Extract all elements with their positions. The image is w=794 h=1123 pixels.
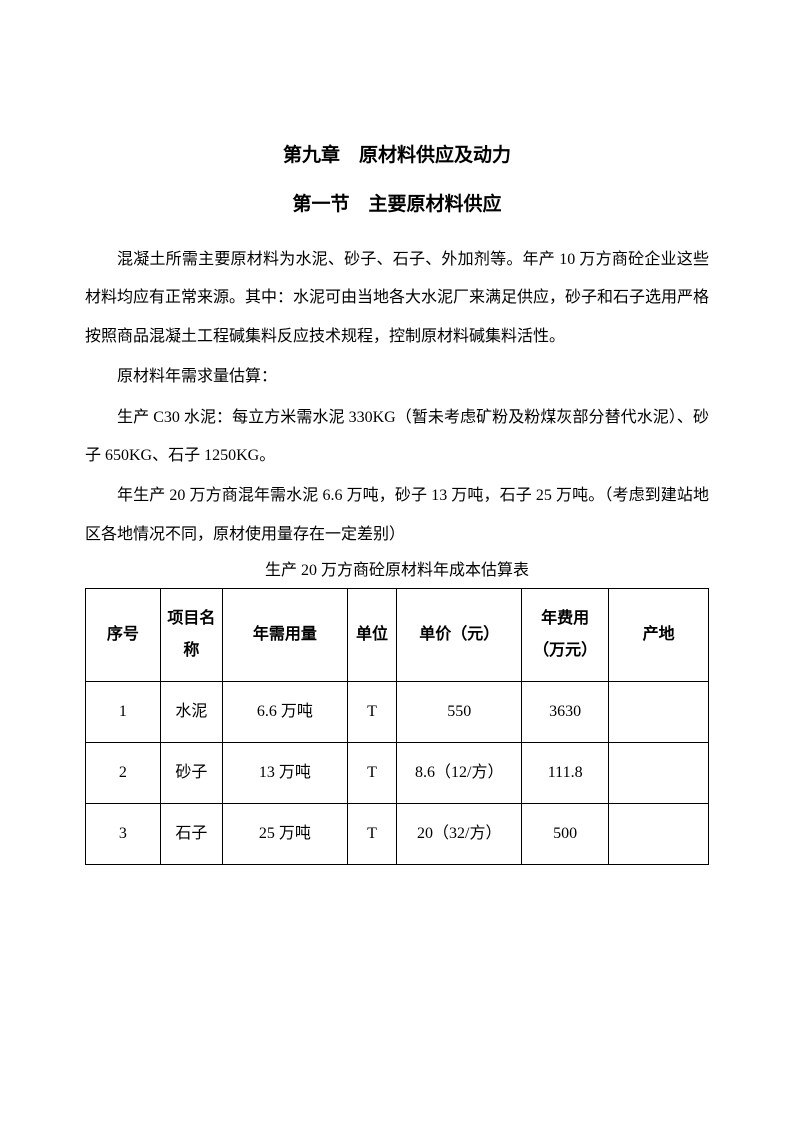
cell-amount: 13 万吨 [223,743,348,804]
cell-cost: 3630 [522,682,609,743]
cell-name: 石子 [160,804,222,865]
cell-price: 8.6（12/方） [397,743,522,804]
section-title: 第一节 主要原材料供应 [85,189,709,216]
table-row: 1 水泥 6.6 万吨 T 550 3630 [86,682,709,743]
header-name: 项目名称 [160,589,222,682]
cell-origin [609,682,709,743]
chapter-title: 第九章 原材料供应及动力 [85,140,709,167]
cell-unit: T [347,682,397,743]
cell-unit: T [347,804,397,865]
header-seq: 序号 [86,589,161,682]
cell-cost: 500 [522,804,609,865]
cell-cost: 111.8 [522,743,609,804]
header-amount: 年需用量 [223,589,348,682]
paragraph-1: 混凝土所需主要原材料为水泥、砂子、石子、外加剂等。年产 10 万方商砼企业这些材… [85,241,709,356]
paragraph-2: 原材料年需求量估算： [85,358,709,396]
paragraph-4: 年生产 20 万方商混年需水泥 6.6 万吨，砂子 13 万吨，石子 25 万吨… [85,477,709,554]
cell-seq: 3 [86,804,161,865]
paragraph-3: 生产 C30 水泥：每立方米需水泥 330KG（暂未考虑矿粉及粉煤灰部分替代水泥… [85,399,709,476]
cell-name: 水泥 [160,682,222,743]
cell-price: 20（32/方） [397,804,522,865]
cell-origin [609,804,709,865]
cell-price: 550 [397,682,522,743]
materials-cost-table: 序号 项目名称 年需用量 单位 单价（元） 年费用（万元） 产地 1 水泥 6.… [85,588,709,865]
cell-origin [609,743,709,804]
cell-seq: 2 [86,743,161,804]
header-price: 单价（元） [397,589,522,682]
table-header-row: 序号 项目名称 年需用量 单位 单价（元） 年费用（万元） 产地 [86,589,709,682]
cell-name: 砂子 [160,743,222,804]
cell-amount: 6.6 万吨 [223,682,348,743]
header-origin: 产地 [609,589,709,682]
cell-seq: 1 [86,682,161,743]
table-caption: 生产 20 万方商砼原材料年成本估算表 [85,556,709,580]
header-cost: 年费用（万元） [522,589,609,682]
table-row: 2 砂子 13 万吨 T 8.6（12/方） 111.8 [86,743,709,804]
table-row: 3 石子 25 万吨 T 20（32/方） 500 [86,804,709,865]
cell-unit: T [347,743,397,804]
header-unit: 单位 [347,589,397,682]
cell-amount: 25 万吨 [223,804,348,865]
